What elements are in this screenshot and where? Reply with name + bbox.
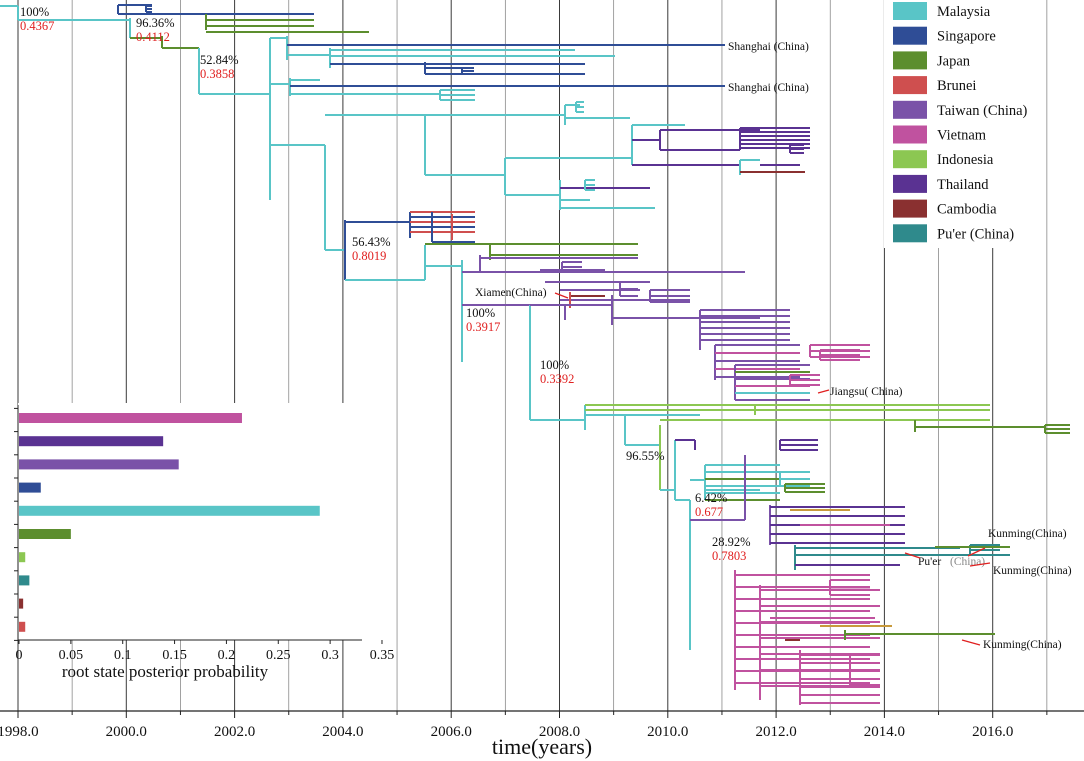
inset-x-tick-label: 0.2 <box>218 648 236 663</box>
posterior-probability: 0.8019 <box>352 249 386 263</box>
node-annotations: 100%0.4367 96.36%0.411252.84%0.385856.43%… <box>20 5 751 563</box>
x-tick-label: 2002.0 <box>214 724 255 740</box>
phylogenetic-tree: Shanghai (China) Shanghai (China) Xiamen(C… <box>0 4 1072 705</box>
inset-x-tick-label: 0 <box>16 648 23 663</box>
x-tick-label: 2000.0 <box>106 724 147 740</box>
posterior-probability: 0.7803 <box>712 549 746 563</box>
posterior-probability: 0.3917 <box>466 320 500 334</box>
legend-swatch <box>893 26 927 45</box>
tip-label: Pu'er <box>918 556 941 568</box>
support-value: 100% <box>540 358 569 372</box>
tip-pointer <box>904 552 921 559</box>
root-state-bar-inset: 0 0.05 0.1 0.15 0.2 0.25 0.3 0.35 root state pos… <box>14 403 394 681</box>
tip-label: Xiamen(China) <box>475 287 547 299</box>
country-legend: Malaysia Singapore Japan Brunei Taiwan (Chin… <box>884 0 1044 248</box>
support-value: 28.92% <box>712 535 751 549</box>
x-axis-title: time(years) <box>492 734 592 759</box>
tip-pointer <box>817 389 830 394</box>
inset-bar <box>19 575 30 586</box>
x-tick-label: 2014.0 <box>864 724 905 740</box>
inset-x-tick-label: 0.05 <box>59 648 84 663</box>
support-value: 56.43% <box>352 235 391 249</box>
legend-label: Cambodia <box>937 202 997 218</box>
tip-label: Shanghai (China) <box>728 82 809 94</box>
posterior-probability: 0.4112 <box>136 30 170 44</box>
x-tick-label: 2016.0 <box>972 724 1013 740</box>
posterior-probability: 0.677 <box>695 505 723 519</box>
posterior-probability: 0.3392 <box>540 372 574 386</box>
legend-label: Thailand <box>937 177 989 193</box>
legend-swatch <box>893 174 927 193</box>
x-tick-label: 2010.0 <box>647 724 688 740</box>
legend-label: Japan <box>937 53 971 69</box>
legend-swatch <box>893 100 927 119</box>
inset-bar <box>19 529 71 539</box>
support-value: 100% <box>20 5 49 19</box>
support-value: 96.36% <box>136 16 175 30</box>
tip-label: Kunming(China) <box>983 639 1062 651</box>
x-tick-label: 2012.0 <box>755 724 796 740</box>
x-tick-label: 1998.0 <box>0 724 39 740</box>
legend-label: Pu'er (China) <box>937 226 1014 242</box>
inset-bar <box>19 413 242 423</box>
tip-label: Kunming(China) <box>993 565 1072 577</box>
tip-label: Kunming(China) <box>988 528 1067 540</box>
inset-bar <box>19 505 320 516</box>
time-axis: 1998.0 2000.0 2002.0 2004.0 2006.0 2008.0 2010… <box>0 710 1084 759</box>
legend-swatch <box>893 199 927 218</box>
legend-swatch <box>893 2 927 20</box>
support-value: 100% <box>466 306 495 320</box>
legend-swatch <box>893 224 927 243</box>
inset-x-tick-label: 0.25 <box>266 648 291 663</box>
x-tick-label: 2004.0 <box>322 724 363 740</box>
inset-bar <box>19 482 41 493</box>
tip-label: Jiangsu( China) <box>830 386 903 398</box>
tip-label: (China) <box>950 556 985 568</box>
x-tick-label: 2008.0 <box>539 724 580 740</box>
inset-x-tick-label: 0.3 <box>321 648 339 663</box>
tip-pointer <box>554 292 569 299</box>
tip-label: Shanghai (China) <box>728 41 809 53</box>
support-value: 6.42% <box>695 491 727 505</box>
support-value: 96.55% <box>626 449 665 463</box>
inset-bar <box>19 598 24 609</box>
legend-swatch <box>893 76 927 95</box>
tip-pointer <box>967 547 986 557</box>
inset-bar <box>19 552 26 563</box>
legend-label: Brunei <box>937 78 976 94</box>
inset-x-tick-label: 0.15 <box>162 648 187 663</box>
legend-swatch <box>893 51 927 70</box>
inset-bar <box>19 621 26 632</box>
inset-x-tick-label: 0.35 <box>370 648 395 663</box>
inset-bar <box>19 436 164 447</box>
legend-swatch <box>893 150 927 169</box>
legend-label: Taiwan (China) <box>937 103 1028 119</box>
legend-label: Indonesia <box>937 152 994 168</box>
support-value: 52.84% <box>200 53 239 67</box>
posterior-probability: 0.3858 <box>200 67 234 81</box>
inset-bar <box>19 459 179 470</box>
inset-x-title: root state posterior probability <box>62 662 269 681</box>
inset-x-tick-label: 0.1 <box>114 648 132 663</box>
tip-pointer <box>969 562 991 567</box>
legend-label: Vietnam <box>937 128 987 144</box>
legend-label: Singapore <box>937 29 996 45</box>
x-tick-label: 2006.0 <box>431 724 472 740</box>
legend-label: Malaysia <box>937 4 991 20</box>
posterior-probability: 0.4367 <box>20 19 54 33</box>
tip-pointer <box>961 639 981 646</box>
legend-swatch <box>893 125 927 144</box>
